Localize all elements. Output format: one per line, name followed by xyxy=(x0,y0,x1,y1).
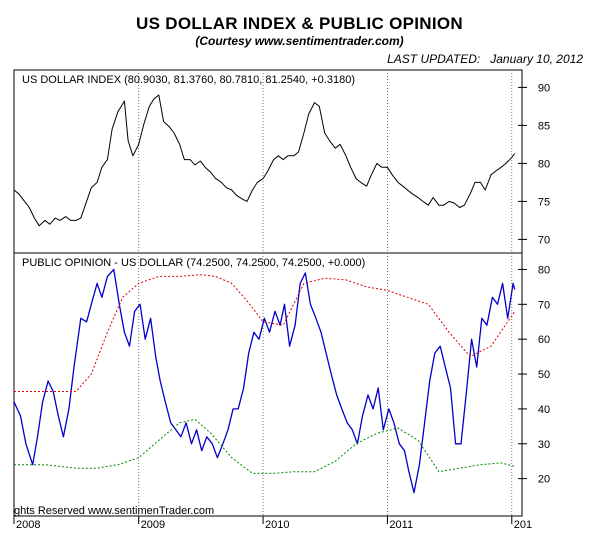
y-tick-label: 80 xyxy=(538,158,550,170)
last-updated-label: LAST UPDATED: xyxy=(387,52,481,66)
chart-frame xyxy=(13,69,523,517)
copyright-text: ghts Reserved www.sentimenTrader.com xyxy=(14,505,215,517)
x-tick-label: 2009 xyxy=(141,519,165,531)
last-updated-date: January 10, 2012 xyxy=(490,52,583,66)
lower-band-line xyxy=(14,418,515,474)
y-tick-label: 70 xyxy=(538,234,550,246)
y-tick-label: 80 xyxy=(538,264,550,276)
y-tick-label: 40 xyxy=(538,404,550,416)
y-tick-label: 90 xyxy=(538,82,550,94)
y-tick-label: 75 xyxy=(538,196,550,208)
upper-band-line xyxy=(14,274,516,392)
opinion-panel-title: PUBLIC OPINION - US DOLLAR (74.2500, 74.… xyxy=(22,257,366,269)
y-tick-label: 70 xyxy=(538,299,550,311)
x-tick-label: 2011 xyxy=(389,519,413,531)
page-subtitle: (Courtesy www.sentimentrader.com) xyxy=(195,34,404,48)
y-tick-label: 85 xyxy=(538,120,550,132)
price-series-line xyxy=(13,94,516,227)
y-tick-label: 60 xyxy=(538,334,550,346)
y-tick-label: 30 xyxy=(538,439,550,451)
opinion-series-line xyxy=(13,268,516,494)
page-title: US DOLLAR INDEX & PUBLIC OPINION xyxy=(136,14,463,33)
last-updated: LAST UPDATED: January 10, 2012 xyxy=(387,52,583,66)
x-tick-label: 201 xyxy=(514,519,532,531)
x-tick-label: 2008 xyxy=(16,519,40,531)
price-panel-title: US DOLLAR INDEX (80.9030, 81.3760, 80.78… xyxy=(22,74,355,86)
y-tick-label: 20 xyxy=(538,474,550,486)
y-tick-label: 50 xyxy=(538,369,550,381)
x-tick-label: 2010 xyxy=(265,519,289,531)
